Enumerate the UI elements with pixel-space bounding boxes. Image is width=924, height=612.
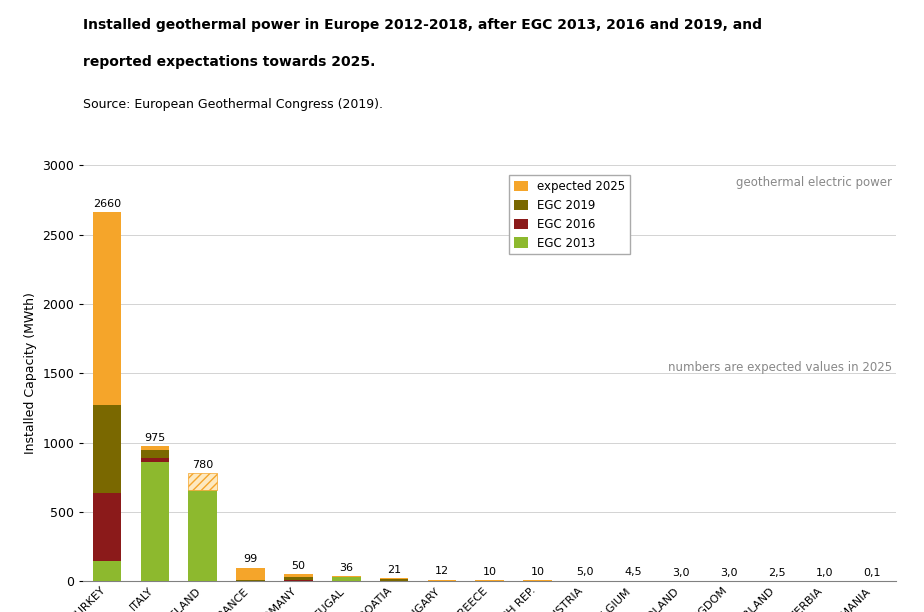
Text: 21: 21 [387, 565, 401, 575]
Text: 99: 99 [243, 554, 258, 564]
Text: 50: 50 [291, 561, 306, 571]
Bar [92, 493, 121, 561]
Bar [332, 577, 360, 581]
Bar [92, 405, 121, 493]
Bar [140, 458, 169, 462]
Legend: expected 2025, EGC 2019, EGC 2016, EGC 2013: expected 2025, EGC 2019, EGC 2016, EGC 2… [509, 175, 630, 255]
Text: 1,0: 1,0 [816, 568, 833, 578]
Y-axis label: Installed Capacity (MWth): Installed Capacity (MWth) [24, 293, 37, 454]
Text: 0,1: 0,1 [864, 568, 881, 578]
Text: 780: 780 [192, 460, 213, 470]
Text: 3,0: 3,0 [720, 567, 737, 578]
Text: Source: European Geothermal Congress (2019).: Source: European Geothermal Congress (20… [83, 98, 383, 111]
Bar [188, 490, 217, 581]
Text: 36: 36 [339, 563, 353, 573]
Text: numbers are expected values in 2025: numbers are expected values in 2025 [668, 361, 893, 374]
Bar [428, 580, 456, 581]
Text: 5,0: 5,0 [577, 567, 594, 577]
Text: 2,5: 2,5 [768, 567, 785, 578]
Bar [284, 580, 312, 581]
Bar [188, 473, 217, 490]
Bar [237, 568, 265, 580]
Text: reported expectations towards 2025.: reported expectations towards 2025. [83, 55, 375, 69]
Text: 12: 12 [435, 566, 449, 577]
Bar [237, 580, 265, 581]
Text: 975: 975 [144, 433, 165, 442]
Text: 2660: 2660 [93, 199, 121, 209]
Bar [284, 575, 312, 577]
Text: Installed geothermal power in Europe 2012-2018, after EGC 2013, 2016 and 2019, a: Installed geothermal power in Europe 201… [83, 18, 762, 32]
Bar [380, 578, 408, 579]
Bar [92, 561, 121, 581]
Bar [284, 577, 312, 580]
Bar [475, 580, 505, 581]
Bar [92, 212, 121, 405]
Text: 4,5: 4,5 [625, 567, 642, 577]
Bar [140, 462, 169, 581]
Text: 10: 10 [482, 567, 497, 577]
Text: geothermal electric power: geothermal electric power [736, 176, 893, 188]
Bar [380, 579, 408, 581]
Text: 10: 10 [530, 567, 544, 577]
Bar [140, 450, 169, 458]
Text: 3,0: 3,0 [673, 567, 690, 578]
Bar [140, 446, 169, 450]
Bar [523, 580, 552, 581]
